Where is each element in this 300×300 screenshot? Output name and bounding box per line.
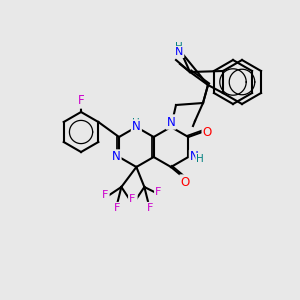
Text: H: H — [133, 118, 140, 128]
Text: H: H — [175, 42, 183, 52]
Text: F: F — [130, 194, 136, 204]
Text: N: N — [190, 151, 199, 164]
Text: H: H — [196, 154, 204, 164]
Text: F: F — [147, 203, 154, 213]
Text: F: F — [129, 194, 136, 204]
Text: N: N — [132, 121, 141, 134]
Text: N: N — [167, 116, 176, 128]
Text: O: O — [180, 176, 190, 188]
Text: F: F — [155, 187, 161, 197]
Text: F: F — [78, 94, 84, 107]
Text: F: F — [114, 203, 121, 213]
Text: N: N — [112, 151, 120, 164]
Text: N: N — [175, 47, 183, 57]
Text: F: F — [102, 190, 109, 200]
Text: O: O — [203, 125, 212, 139]
